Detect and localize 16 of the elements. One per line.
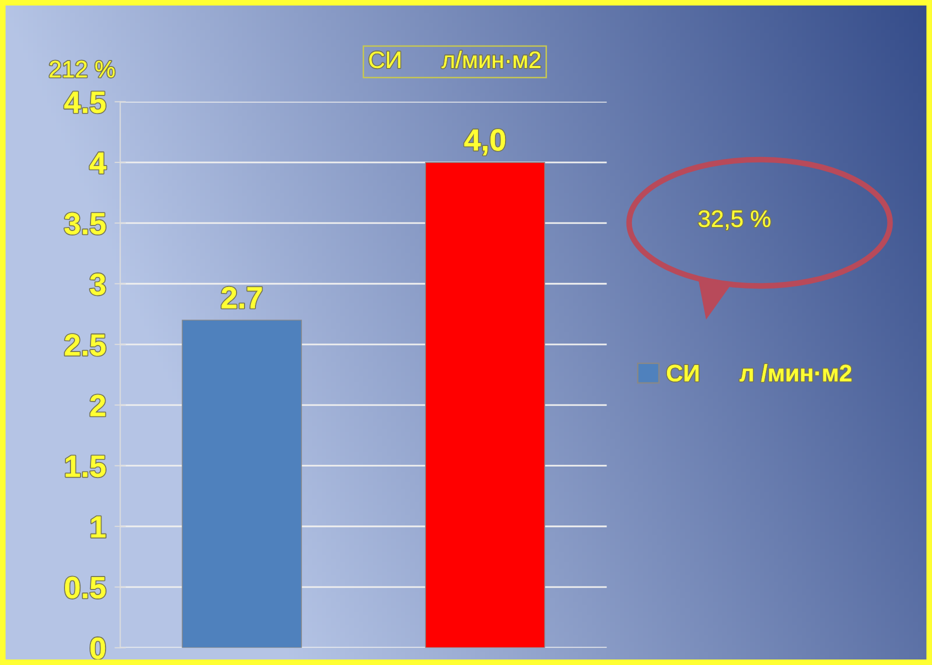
legend-label: СИ л /мин·м2 bbox=[667, 364, 852, 382]
y-tick-label: 2.5 bbox=[64, 334, 106, 356]
y-tick-label: 2 bbox=[90, 394, 106, 416]
y-tick-label: 4 bbox=[90, 152, 106, 174]
y-tick-label: 3.5 bbox=[64, 212, 106, 234]
y-tick-label: 0 bbox=[90, 637, 106, 660]
text: 212 % bbox=[50, 60, 115, 78]
text: 32,5 % bbox=[698, 210, 770, 230]
y-tick-label: 1.5 bbox=[66, 456, 106, 478]
data-label: 2.7 bbox=[222, 286, 262, 308]
y-tick-label: 1 bbox=[91, 516, 106, 538]
y-tick-label: 3 bbox=[90, 273, 106, 296]
chart-title: СИ л/мин·м2 bbox=[369, 50, 540, 68]
y-tick-label: 4.5 bbox=[64, 92, 106, 114]
y-tick-label: 0.5 bbox=[65, 576, 106, 598]
data-label: 4,0 bbox=[464, 129, 506, 156]
